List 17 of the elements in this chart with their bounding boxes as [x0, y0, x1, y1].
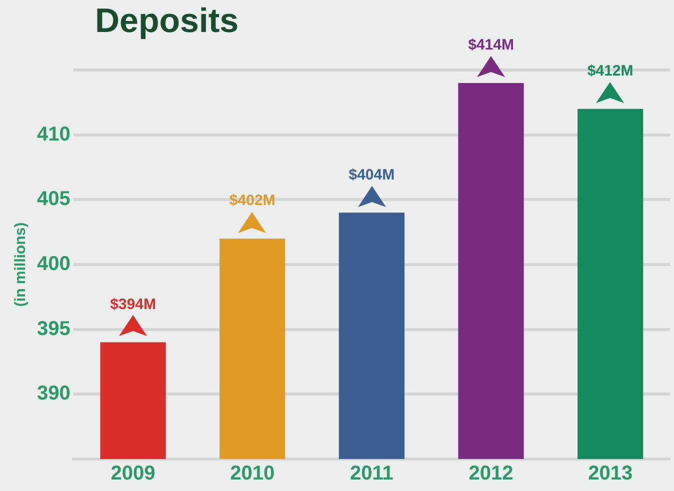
- data-label: $402M: [229, 192, 276, 210]
- x-tick-label: 2013: [588, 462, 633, 485]
- data-label: $394M: [110, 296, 156, 313]
- chart-title: Deposits: [95, 2, 239, 41]
- data-label: $404M: [348, 166, 395, 184]
- x-tick-label: 2012: [468, 462, 514, 485]
- y-tick-label: 390: [36, 382, 70, 405]
- y-tick-label: 400: [36, 253, 70, 276]
- x-tick-label: 2010: [230, 462, 275, 485]
- data-label: $414M: [468, 36, 514, 54]
- x-tick-label: 2009: [110, 462, 156, 485]
- y-tick-label: 405: [36, 188, 70, 210]
- y-tick-label: 395: [36, 318, 70, 340]
- y-axis-title: (in millions): [12, 222, 30, 307]
- data-label: $412M: [587, 62, 634, 80]
- y-tick-label: 410: [36, 123, 70, 146]
- x-tick-label: 2011: [350, 462, 394, 485]
